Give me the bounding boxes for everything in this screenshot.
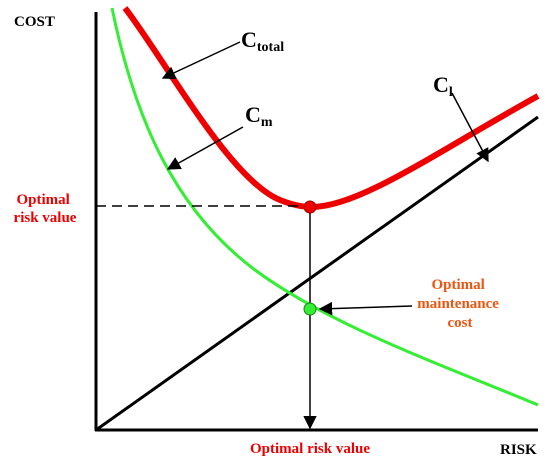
maintenance-label-main: C <box>245 102 261 127</box>
total-cost-curve-label: Ctotal <box>241 27 284 55</box>
optimal-risk-left-line-2: risk value <box>14 210 77 226</box>
total-label-main: C <box>241 27 257 52</box>
optimal-maintenance-line-1: Optimal <box>431 277 484 293</box>
maintenance-curve-pointer-arrow <box>166 126 244 170</box>
optimal-maintenance-cost-label: Optimal maintenance cost <box>417 277 502 331</box>
maintenance-cost-curve <box>110 7 539 407</box>
x-axis-label: RISK <box>500 442 537 458</box>
loss-cost-line <box>95 115 539 432</box>
maintenance-label-sub: m <box>261 115 273 130</box>
loss-cost-line-label: Cl <box>433 72 453 100</box>
y-axis-label: COST <box>14 14 55 30</box>
intersection-point <box>303 302 317 316</box>
loss-label-main: C <box>433 72 449 97</box>
maintenance-cost-pointer-arrow <box>318 301 413 316</box>
optimal-risk-left-line-1: Optimal <box>16 192 69 208</box>
maintenance-cost-curve-label: Cm <box>245 102 273 130</box>
optimal-maintenance-line-3: cost <box>448 315 473 331</box>
loss-line-pointer-arrow <box>451 92 489 163</box>
optimal-risk-value-left-label: Optimal risk value <box>14 192 77 226</box>
optimal-risk-value-bottom-label: Optimal risk value <box>250 441 370 457</box>
total-cost-curve <box>122 6 540 211</box>
optimum-point <box>303 200 317 214</box>
optimal-maintenance-line-2: maintenance <box>417 296 499 312</box>
total-label-sub: total <box>257 40 284 55</box>
loss-label-sub: l <box>449 85 453 100</box>
total-curve-pointer-arrow <box>161 41 241 79</box>
